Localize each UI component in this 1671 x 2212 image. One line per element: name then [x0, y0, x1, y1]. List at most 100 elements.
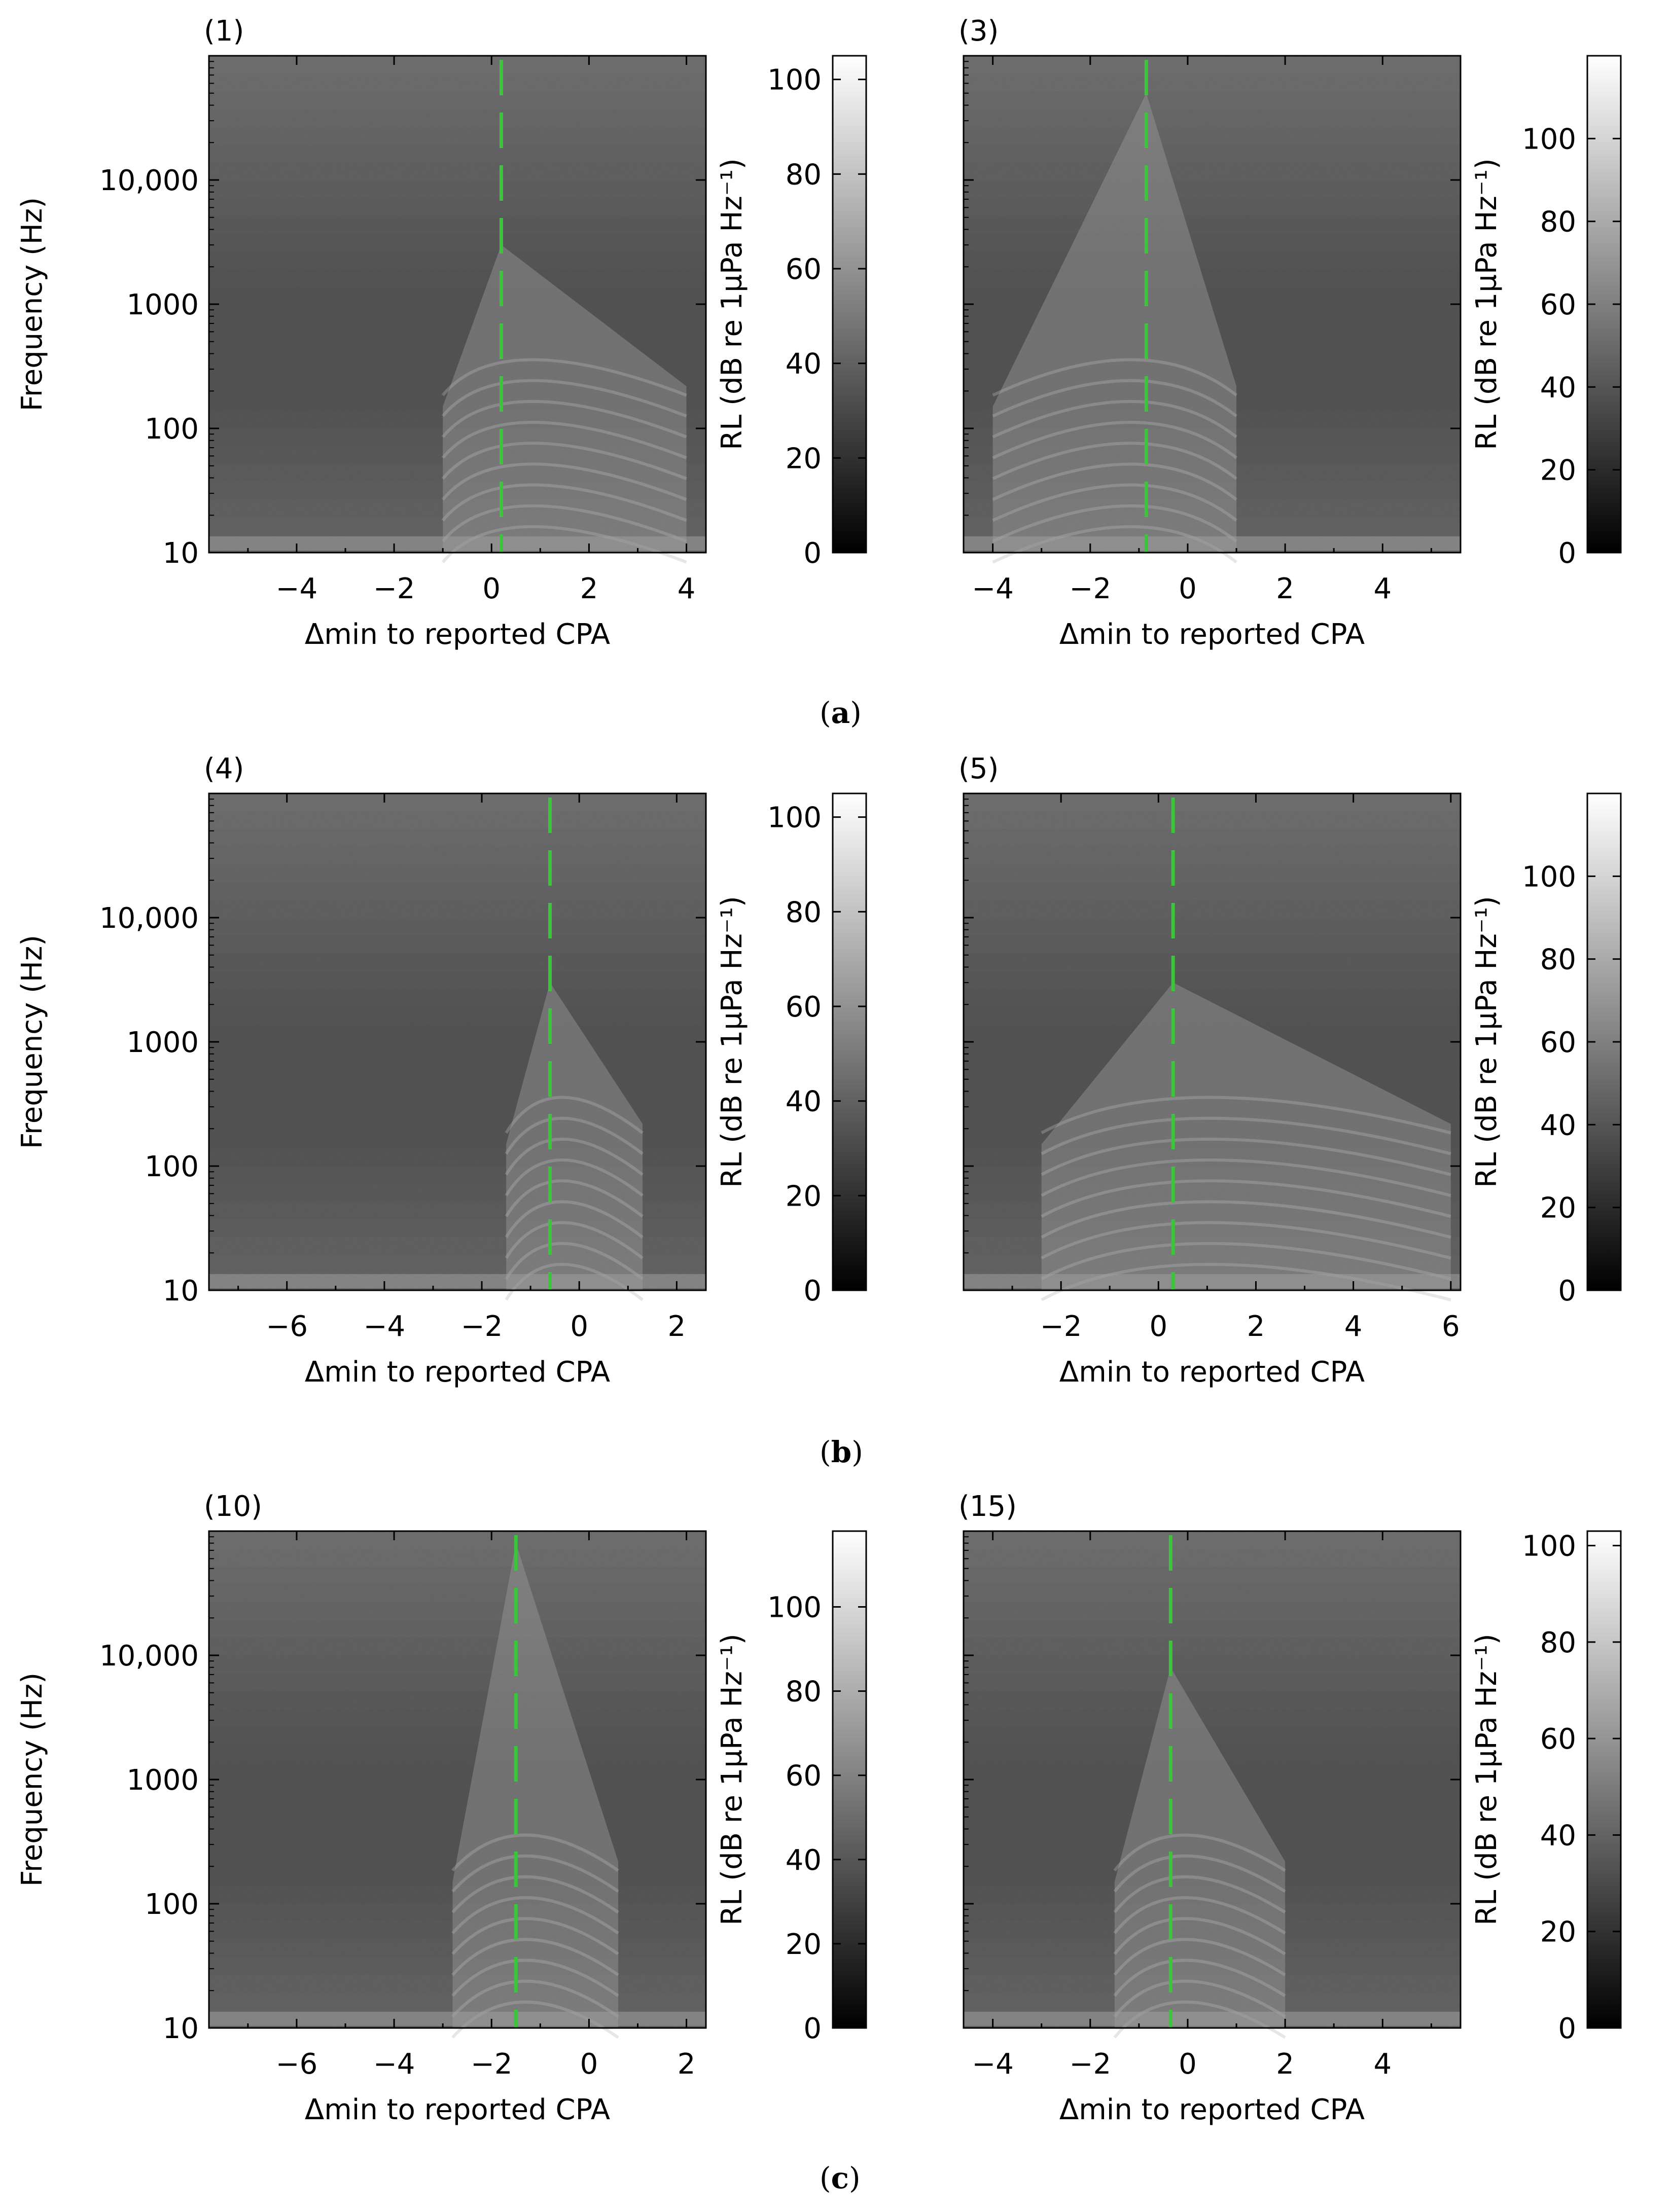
x-tick-label: −4: [972, 572, 1014, 605]
colorbar-tick-label: 0: [803, 2012, 822, 2045]
x-tick-label: 2: [580, 572, 598, 605]
colorbar-tick-label: 40: [1540, 1819, 1576, 1852]
colorbar-tick-label: 60: [786, 253, 822, 286]
spectrogram-panel-4: −2 0 2 4 6 Δmin to reported CPA (5) 0 20 40 60 80 10…: [958, 752, 1622, 1389]
panel-title: (3): [958, 15, 999, 48]
colorbar-label: RL (dB re 1µPa Hz⁻¹): [716, 1634, 749, 1926]
colorbar: [832, 1530, 867, 2029]
x-tick-label: 2: [1276, 2048, 1294, 2081]
colorbar-tick-label: 20: [786, 1928, 822, 1961]
colorbar-tick-label: 60: [1540, 1723, 1576, 1756]
y-tick-label: 10,000: [99, 902, 199, 935]
group-label-a: (a): [820, 696, 862, 730]
x-tick-label: 2: [668, 1310, 686, 1343]
colorbar-tick-label: 40: [1540, 1109, 1576, 1142]
colorbar-tick-label: 80: [1540, 1626, 1576, 1659]
colorbar-tick-label: 20: [786, 1180, 822, 1213]
x-tick-label: −2: [1040, 1310, 1082, 1343]
colorbar-tick-label: 0: [1558, 537, 1576, 570]
x-tick-label: 6: [1442, 1310, 1460, 1343]
group-label-b: (b): [820, 1435, 863, 1469]
x-tick-label: 4: [1373, 572, 1392, 605]
x-tick-label: −2: [373, 572, 415, 605]
panel-title: (10): [204, 1490, 262, 1523]
colorbar-tick-label: 0: [1558, 1275, 1576, 1308]
colorbar-label: RL (dB re 1µPa Hz⁻¹): [1470, 158, 1503, 450]
y-tick-label: 100: [145, 413, 199, 446]
colorbar-tick-label: 40: [1540, 371, 1576, 404]
x-tick-label: −6: [266, 1310, 308, 1343]
colorbar-tick-label: 60: [786, 991, 822, 1024]
x-tick-label: −2: [1070, 2048, 1112, 2081]
x-axis-label: Δmin to reported CPA: [1059, 2093, 1365, 2126]
group-label-c: (c): [820, 2161, 861, 2195]
y-axis-label: Frequency (Hz): [16, 935, 49, 1149]
colorbar: [832, 792, 867, 1291]
x-tick-label: −4: [276, 572, 318, 605]
colorbar-tick-label: 0: [803, 537, 822, 570]
y-tick-label: 1000: [126, 1764, 199, 1797]
colorbar-tick-label: 40: [786, 1844, 822, 1877]
x-tick-label: −4: [364, 1310, 406, 1343]
y-tick-label: 1000: [126, 288, 199, 321]
y-tick-label: 100: [145, 1888, 199, 1921]
y-tick-label: 10: [163, 537, 199, 570]
x-axis-label: Δmin to reported CPA: [305, 618, 610, 651]
x-tick-label: 0: [1179, 572, 1197, 605]
colorbar-tick-label: 60: [786, 1760, 822, 1793]
colorbar-label: RL (dB re 1µPa Hz⁻¹): [716, 158, 749, 450]
colorbar: [1586, 1530, 1622, 2029]
x-tick-label: 0: [1179, 2048, 1197, 2081]
colorbar-tick-label: 20: [1540, 1916, 1576, 1949]
colorbar-tick-label: 100: [1522, 860, 1576, 893]
x-tick-label: −2: [471, 2048, 513, 2081]
panel-title: (5): [958, 752, 999, 785]
colorbar-label: RL (dB re 1µPa Hz⁻¹): [1470, 896, 1503, 1188]
x-axis-label: Δmin to reported CPA: [305, 1356, 610, 1389]
colorbar-tick-label: 20: [1540, 454, 1576, 487]
colorbar-tick-label: 0: [803, 1275, 822, 1308]
y-tick-label: 10: [163, 2012, 199, 2045]
y-tick-label: 1000: [126, 1026, 199, 1059]
x-tick-label: 0: [570, 1310, 588, 1343]
colorbar-tick-label: 20: [1540, 1192, 1576, 1225]
colorbar-tick-label: 0: [1558, 2012, 1576, 2045]
x-tick-label: 0: [1149, 1310, 1167, 1343]
x-tick-label: −6: [276, 2048, 318, 2081]
colorbar-tick-label: 80: [786, 1676, 822, 1709]
colorbar-label: RL (dB re 1µPa Hz⁻¹): [716, 896, 749, 1188]
colorbar-tick-label: 80: [786, 896, 822, 929]
colorbar-tick-label: 100: [767, 1591, 822, 1624]
y-tick-label: 10: [163, 1275, 199, 1308]
x-tick-label: 2: [1247, 1310, 1265, 1343]
panel-title: (4): [204, 752, 244, 785]
x-tick-label: −2: [461, 1310, 503, 1343]
panel-title: (15): [958, 1490, 1017, 1523]
x-axis-label: Δmin to reported CPA: [1059, 1356, 1365, 1389]
colorbar-label: RL (dB re 1µPa Hz⁻¹): [1470, 1634, 1503, 1926]
x-axis-label: Δmin to reported CPA: [305, 2093, 610, 2126]
panel-title: (1): [204, 15, 244, 48]
y-tick-label: 10,000: [99, 164, 199, 197]
colorbar-tick-label: 80: [786, 158, 822, 191]
colorbar-tick-label: 40: [786, 348, 822, 381]
y-tick-label: 100: [145, 1150, 199, 1183]
colorbar-tick-label: 60: [1540, 1026, 1576, 1059]
y-tick-label: 10,000: [99, 1640, 199, 1673]
colorbar-tick-label: 20: [786, 442, 822, 475]
colorbar-tick-label: 100: [1522, 123, 1576, 156]
x-tick-label: 4: [1344, 1310, 1363, 1343]
x-tick-label: 4: [1373, 2048, 1392, 2081]
colorbar-tick-label: 100: [767, 802, 822, 835]
y-axis-label: Frequency (Hz): [16, 1673, 49, 1887]
x-tick-label: 0: [580, 2048, 598, 2081]
colorbar-tick-label: 100: [1522, 1530, 1576, 1563]
x-tick-label: 2: [678, 2048, 696, 2081]
x-tick-label: 0: [482, 572, 501, 605]
